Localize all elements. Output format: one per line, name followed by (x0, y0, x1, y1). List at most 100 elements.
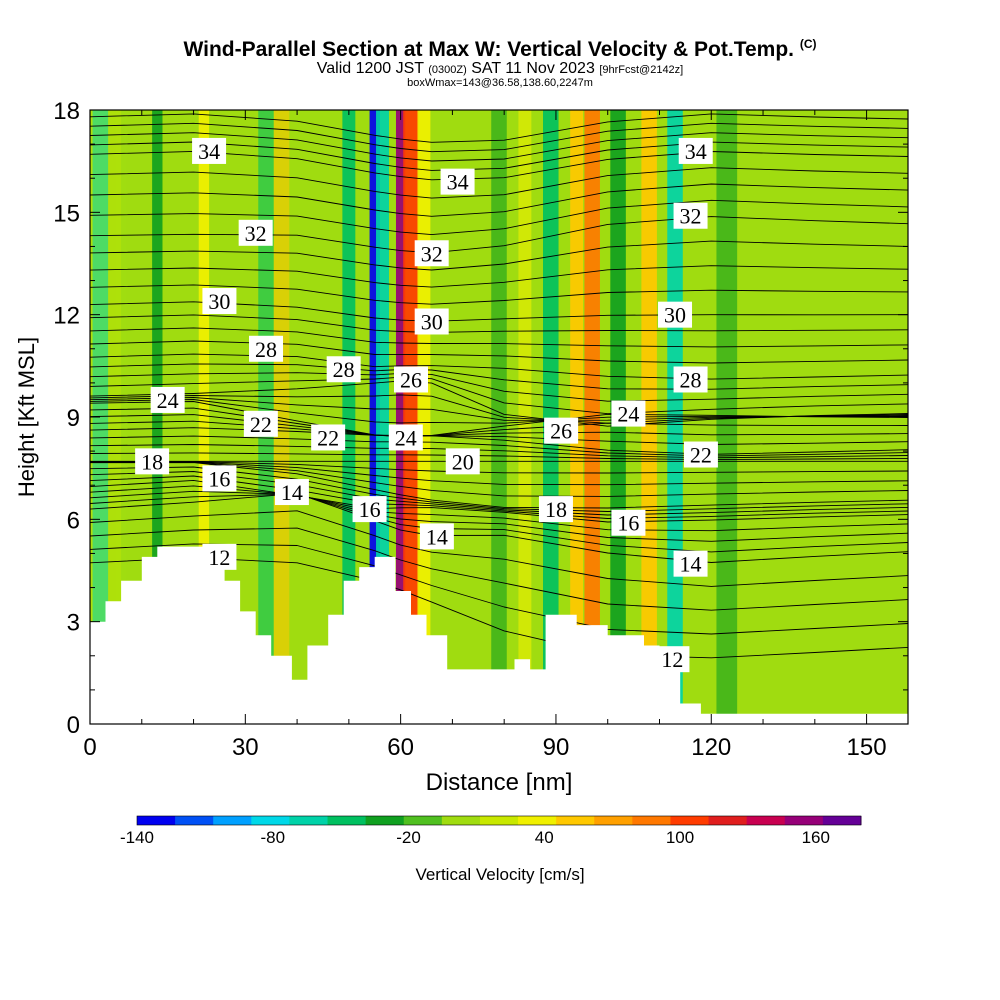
velocity-band (369, 110, 380, 724)
chart-title-main: Wind-Parallel Section at Max W: Vertical… (183, 38, 794, 61)
x-axis-label: Distance [nm] (426, 769, 573, 796)
contour-label-box (202, 465, 237, 492)
contour-label: 30 (414, 308, 449, 335)
contour-label-box (238, 219, 273, 246)
contour-label-text: 24 (617, 402, 639, 427)
contour-label: 14 (274, 479, 309, 506)
theta-contour-line (90, 122, 908, 153)
theta-contour-line (90, 380, 908, 427)
contour-label-box (150, 386, 185, 413)
y-tick-label: 0 (67, 712, 80, 739)
contour-label: 28 (249, 335, 284, 362)
contour-label: 32 (414, 240, 449, 267)
contour-label: 24 (388, 424, 423, 451)
contour-label: 22 (243, 410, 278, 437)
x-tick-label: 90 (543, 734, 570, 761)
colorbar-tick-label: -140 (120, 828, 154, 847)
contour-label-text: 34 (447, 170, 469, 195)
theta-contour-line (90, 376, 908, 415)
theta-contour-line (90, 490, 908, 542)
colorbar-swatch (441, 816, 481, 825)
contour-label: 14 (419, 523, 454, 550)
contour-labels: 12 12 14 14 14 16 16 16 18 18 20 22 22 22 24 24 24 26 26 28… (135, 137, 718, 673)
colorbar-swatch (822, 816, 862, 825)
theta-contour-line (90, 327, 908, 348)
chart-subtitle: Valid 1200 JST (0300Z) SAT 11 Nov 2023 [… (0, 61, 1000, 78)
axes: 0 30 60 90 120 150 0 3 6 9 12 15 18 (53, 98, 908, 761)
colorbar-swatch (632, 816, 671, 825)
contour-label-box (388, 424, 423, 451)
contour-label-box (202, 288, 237, 315)
contour-label-text: 30 (664, 303, 686, 328)
contour-label-box (445, 448, 480, 475)
contour-label-text: 24 (157, 388, 179, 413)
colorbar-swatch (403, 816, 443, 825)
contour-label: 26 (393, 366, 428, 393)
contour-label: 24 (611, 400, 646, 427)
contour-label-text: 18 (545, 497, 567, 522)
contour-label-text: 14 (426, 524, 448, 549)
contour-label: 34 (440, 168, 475, 195)
colorbar-tick-label: 100 (666, 828, 694, 847)
velocity-band (584, 110, 600, 724)
theta-contour-line (90, 132, 908, 162)
contour-label: 30 (658, 301, 693, 328)
valid-time: Valid 1200 JST (316, 60, 424, 77)
y-tick-label: 12 (53, 303, 80, 330)
contour-label-text: 32 (421, 241, 443, 266)
contour-label: 16 (352, 496, 387, 523)
contour-label: 26 (544, 417, 579, 444)
colorbar-swatch (479, 816, 519, 825)
contour-label-box (393, 366, 428, 393)
contour-label-box (135, 448, 170, 475)
contour-label: 24 (150, 386, 185, 413)
contour-label-text: 18 (141, 449, 163, 474)
contour-label: 30 (202, 288, 237, 315)
contour-label: 12 (202, 543, 237, 570)
colorbar-swatch (708, 816, 748, 825)
theta-contour-line (90, 265, 908, 288)
theta-contour-line (90, 284, 908, 305)
contour-label-text: 26 (400, 367, 422, 392)
contour-label-text: 34 (198, 139, 220, 164)
contour-label-text: 20 (452, 449, 474, 474)
theta-contour-line (90, 475, 908, 519)
contour-label-text: 24 (395, 425, 417, 450)
theta-contour-line (90, 444, 908, 459)
y-axis-label: Height [Kft MSL] (14, 337, 39, 497)
contour-label: 22 (311, 424, 346, 451)
theta-contour-line (90, 462, 908, 509)
x-tick-label: 150 (847, 734, 887, 761)
contour-label-box (243, 410, 278, 437)
contour-label-text: 14 (281, 480, 303, 505)
valid-date: SAT 11 Nov 2023 (471, 60, 595, 77)
colorbar-swatch (327, 816, 367, 825)
theta-contour-line (90, 485, 908, 532)
contour-label-text: 28 (680, 367, 702, 392)
theta-contour-line (90, 461, 908, 474)
theta-contour-line (90, 150, 908, 181)
contour-label-box (419, 523, 454, 550)
colorbar: -140 -80 -20 40 100 160 (120, 815, 862, 847)
contour-label: 32 (673, 202, 708, 229)
theta-contour-line (90, 461, 908, 486)
colorbar-swatch (670, 816, 710, 825)
contour-label-box (414, 308, 449, 335)
copyright-mark: (C) (799, 37, 817, 51)
theta-contour-line (90, 479, 908, 523)
contour-label-text: 22 (690, 443, 712, 468)
contour-label: 14 (673, 550, 708, 577)
x-tick-label: 60 (387, 734, 414, 761)
colorbar-swatch (175, 816, 214, 825)
contour-label-text: 14 (680, 552, 702, 577)
contour-label-box (326, 356, 361, 383)
colorbar-frame (136, 815, 862, 826)
contour-label-text: 26 (550, 419, 572, 444)
colorbar-tick-label: -20 (396, 828, 421, 847)
y-tick-label: 9 (67, 405, 80, 432)
theta-contour-line (90, 113, 908, 143)
contour-label: 32 (238, 219, 273, 246)
colorbar-label: Vertical Velocity [cm/s] (415, 865, 584, 884)
contour-label-box (658, 301, 693, 328)
